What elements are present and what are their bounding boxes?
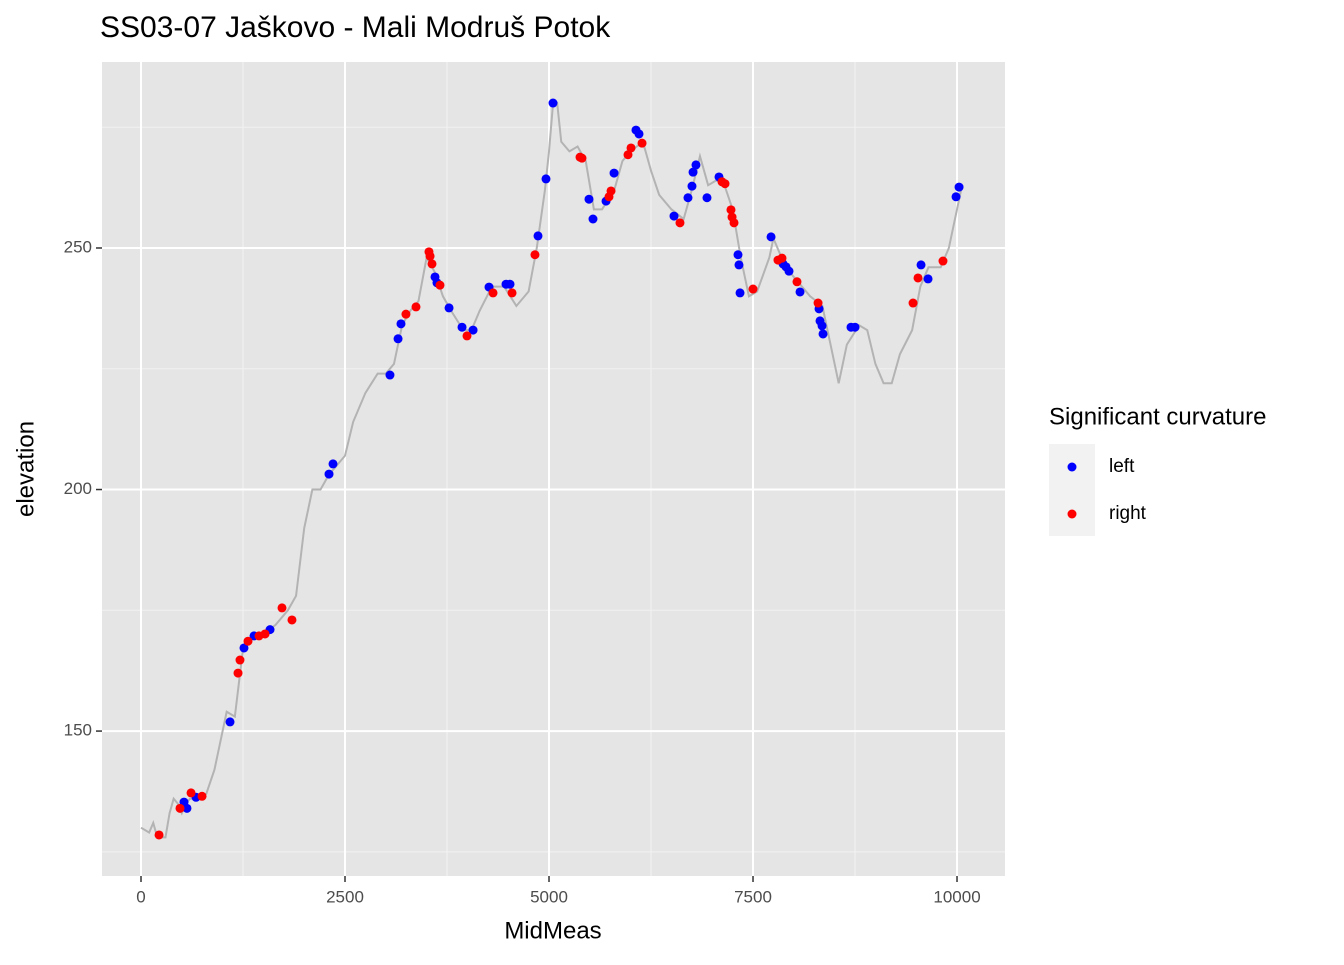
point — [913, 273, 923, 283]
point — [401, 309, 411, 319]
y-tick-label: 200 — [64, 479, 92, 498]
point — [735, 288, 745, 298]
point — [533, 231, 543, 241]
point — [577, 153, 587, 163]
point — [813, 298, 823, 308]
point — [324, 469, 334, 479]
panel — [102, 62, 1005, 876]
legend-marker — [1067, 509, 1077, 519]
point — [411, 302, 421, 312]
x-tick-label: 0 — [136, 887, 145, 906]
point — [507, 288, 517, 298]
point — [396, 319, 406, 329]
point — [235, 655, 245, 665]
point — [675, 218, 685, 228]
legend-label: right — [1109, 503, 1147, 524]
x-tick-label: 10000 — [933, 887, 980, 906]
chart-title: SS03-07 Jaškovo - Mali Modruš Potok — [100, 11, 611, 44]
point — [239, 643, 249, 653]
point — [609, 168, 619, 178]
point — [385, 370, 395, 380]
point — [688, 167, 698, 177]
point — [637, 138, 647, 148]
point — [186, 788, 196, 798]
point — [766, 232, 776, 242]
point — [548, 98, 558, 108]
point — [720, 179, 730, 189]
point — [530, 250, 540, 260]
point — [154, 830, 164, 840]
point — [777, 253, 787, 263]
point — [795, 287, 805, 297]
point — [729, 218, 739, 228]
point — [916, 260, 926, 270]
point — [623, 150, 633, 160]
point — [784, 266, 794, 276]
point — [626, 143, 636, 153]
point — [462, 331, 472, 341]
legend-marker — [1067, 462, 1077, 472]
point — [908, 298, 918, 308]
x-tick-label: 5000 — [530, 887, 568, 906]
point — [669, 211, 679, 221]
point — [792, 277, 802, 287]
point — [734, 260, 744, 270]
point — [182, 803, 192, 813]
point — [243, 636, 253, 646]
point — [233, 668, 243, 678]
y-tick-label: 150 — [64, 721, 92, 740]
plot-area — [140, 98, 964, 840]
grid — [102, 62, 1005, 876]
point — [748, 284, 758, 294]
point — [328, 459, 338, 469]
point — [457, 322, 467, 332]
legend-key-box — [1049, 444, 1095, 536]
point — [425, 251, 435, 261]
point — [260, 629, 270, 639]
point — [850, 322, 860, 332]
point — [444, 303, 454, 313]
point — [393, 334, 403, 344]
point — [687, 181, 697, 191]
point — [951, 192, 961, 202]
point — [287, 615, 297, 625]
point — [726, 205, 736, 215]
point — [427, 259, 437, 269]
x-tick-label: 7500 — [734, 887, 772, 906]
point — [634, 129, 644, 139]
point — [817, 321, 827, 331]
point — [541, 174, 551, 184]
point — [505, 279, 515, 289]
point — [954, 182, 964, 192]
point — [175, 803, 185, 813]
legend: left right — [1049, 444, 1147, 536]
point — [818, 329, 828, 339]
point — [683, 193, 693, 203]
point — [691, 160, 701, 170]
point — [225, 717, 235, 727]
legend-title: Significant curvature — [1049, 403, 1266, 430]
point — [584, 194, 594, 204]
point — [435, 280, 445, 290]
point — [733, 250, 743, 260]
point — [488, 288, 498, 298]
point — [588, 214, 598, 224]
point — [197, 791, 207, 801]
y-axis-title: elevation — [12, 421, 39, 517]
legend-label: left — [1109, 456, 1135, 477]
x-axis-title: MidMeas — [504, 917, 601, 944]
point — [938, 256, 948, 266]
point — [277, 603, 287, 613]
x-tick-label: 2500 — [326, 887, 364, 906]
point — [923, 274, 933, 284]
point — [702, 193, 712, 203]
y-tick-label: 250 — [64, 237, 92, 256]
point — [606, 186, 616, 196]
point — [468, 325, 478, 335]
